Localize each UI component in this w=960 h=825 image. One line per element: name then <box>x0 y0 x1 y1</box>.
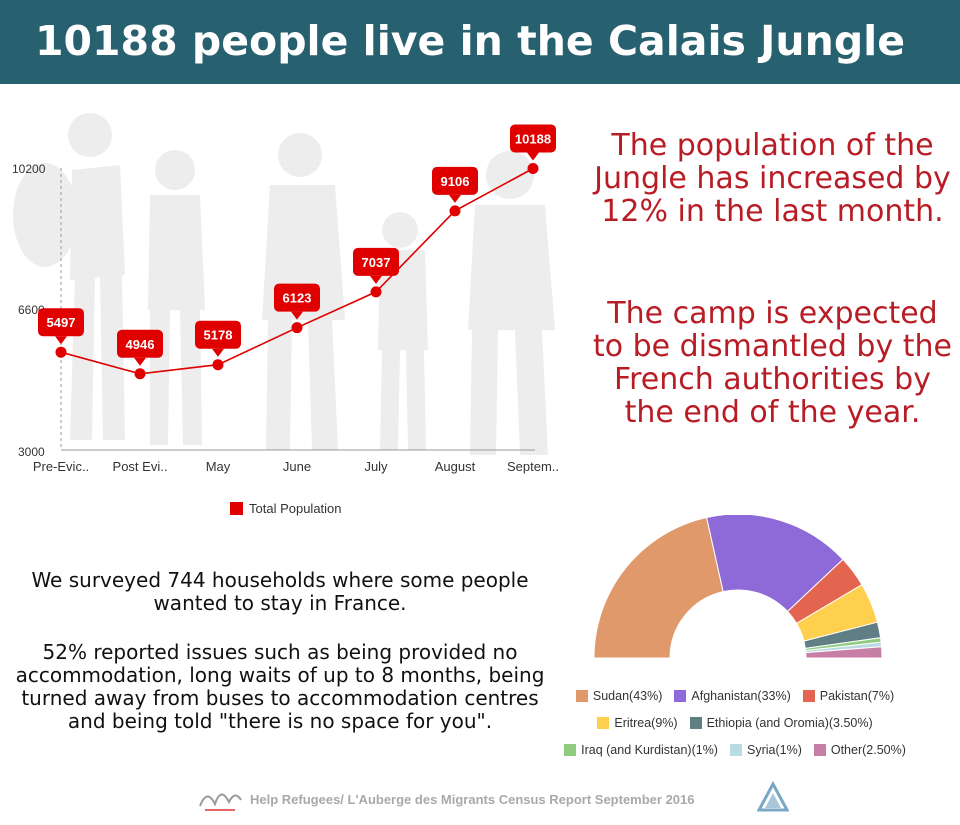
data-label: 4946 <box>126 337 155 352</box>
data-label-callout: 5497 <box>38 308 84 345</box>
data-point <box>291 322 303 334</box>
x-tick-label: June <box>283 459 311 474</box>
legend-item-pakistan: Pakistan(7%) <box>802 689 894 703</box>
footer: Help Refugees/ L'Auberge des Migrants Ce… <box>195 778 795 818</box>
data-label: 10188 <box>515 131 551 146</box>
data-point <box>370 286 382 298</box>
data-label: 5497 <box>47 315 76 330</box>
pie-slice <box>805 646 883 659</box>
data-point <box>527 162 539 174</box>
y-tick-label: 10200 <box>12 162 46 176</box>
legend-item-afghanistan: Afghanistan(33%) <box>674 689 791 703</box>
x-tick-label: May <box>206 459 231 474</box>
x-tick-label: Post Evi.. <box>113 459 168 474</box>
pie-slice <box>593 516 724 659</box>
line-chart-legend: Total Population <box>230 500 342 516</box>
auberge-logo-icon <box>757 781 789 812</box>
data-point <box>134 368 146 380</box>
legend-item-other: Other(2.50%) <box>813 743 906 757</box>
nationality-legend: Sudan(43%) Afghanistan(33%) Pakistan(7%)… <box>520 682 950 763</box>
data-label: 6123 <box>283 291 312 306</box>
data-label: 7037 <box>362 255 391 270</box>
data-label-callout: 4946 <box>117 329 163 366</box>
help-refugees-logo-icon <box>199 793 242 811</box>
population-increase-text: The population of the Jungle has increas… <box>594 128 951 229</box>
population-line-chart: 10200 6600 3000 Pre-Evic.. Post Evi.. May J… <box>12 113 559 474</box>
data-label-callout: 9106 <box>432 166 478 203</box>
footer-credit: Help Refugees/ L'Auberge des Migrants Ce… <box>250 792 695 807</box>
x-tick-label: Septem.. <box>507 459 559 474</box>
data-label-callout: 5178 <box>195 320 241 357</box>
data-label: 5178 <box>204 328 233 343</box>
x-tick-label: July <box>364 459 388 474</box>
legend-swatch <box>230 501 243 515</box>
legend-label: Total Population <box>249 500 342 516</box>
legend-item-ethiopia: Ethiopia (and Oromia)(3.50%) <box>689 716 873 730</box>
legend-item-syria: Syria(1%) <box>729 743 802 757</box>
data-point <box>55 346 67 358</box>
data-point <box>212 359 224 371</box>
legend-item-sudan: Sudan(43%) <box>575 689 662 703</box>
data-label-callout: 7037 <box>353 247 399 284</box>
page-title: 10188 people live in the Calais Jungle <box>34 17 906 65</box>
data-label-callout: 10188 <box>510 124 556 161</box>
legend-item-iraq: Iraq (and Kurdistan)(1%) <box>564 743 718 757</box>
x-tick-label: August <box>435 459 476 474</box>
issues-text: 52% reported issues such as being provid… <box>15 640 545 733</box>
data-label-callout: 6123 <box>274 283 320 320</box>
legend-item-eritrea: Eritrea(9%) <box>597 716 678 730</box>
header-banner: 10188 people live in the Calais Jungle <box>0 0 960 84</box>
dismantle-text: The camp is expected to be dismantled by… <box>592 296 953 430</box>
data-point <box>449 205 461 217</box>
data-label: 9106 <box>441 174 470 189</box>
x-tick-label: Pre-Evic.. <box>33 459 89 474</box>
survey-text: We surveyed 744 households where some pe… <box>31 568 529 615</box>
nationality-semi-donut-chart <box>593 515 883 659</box>
y-tick-label: 3000 <box>18 445 45 459</box>
